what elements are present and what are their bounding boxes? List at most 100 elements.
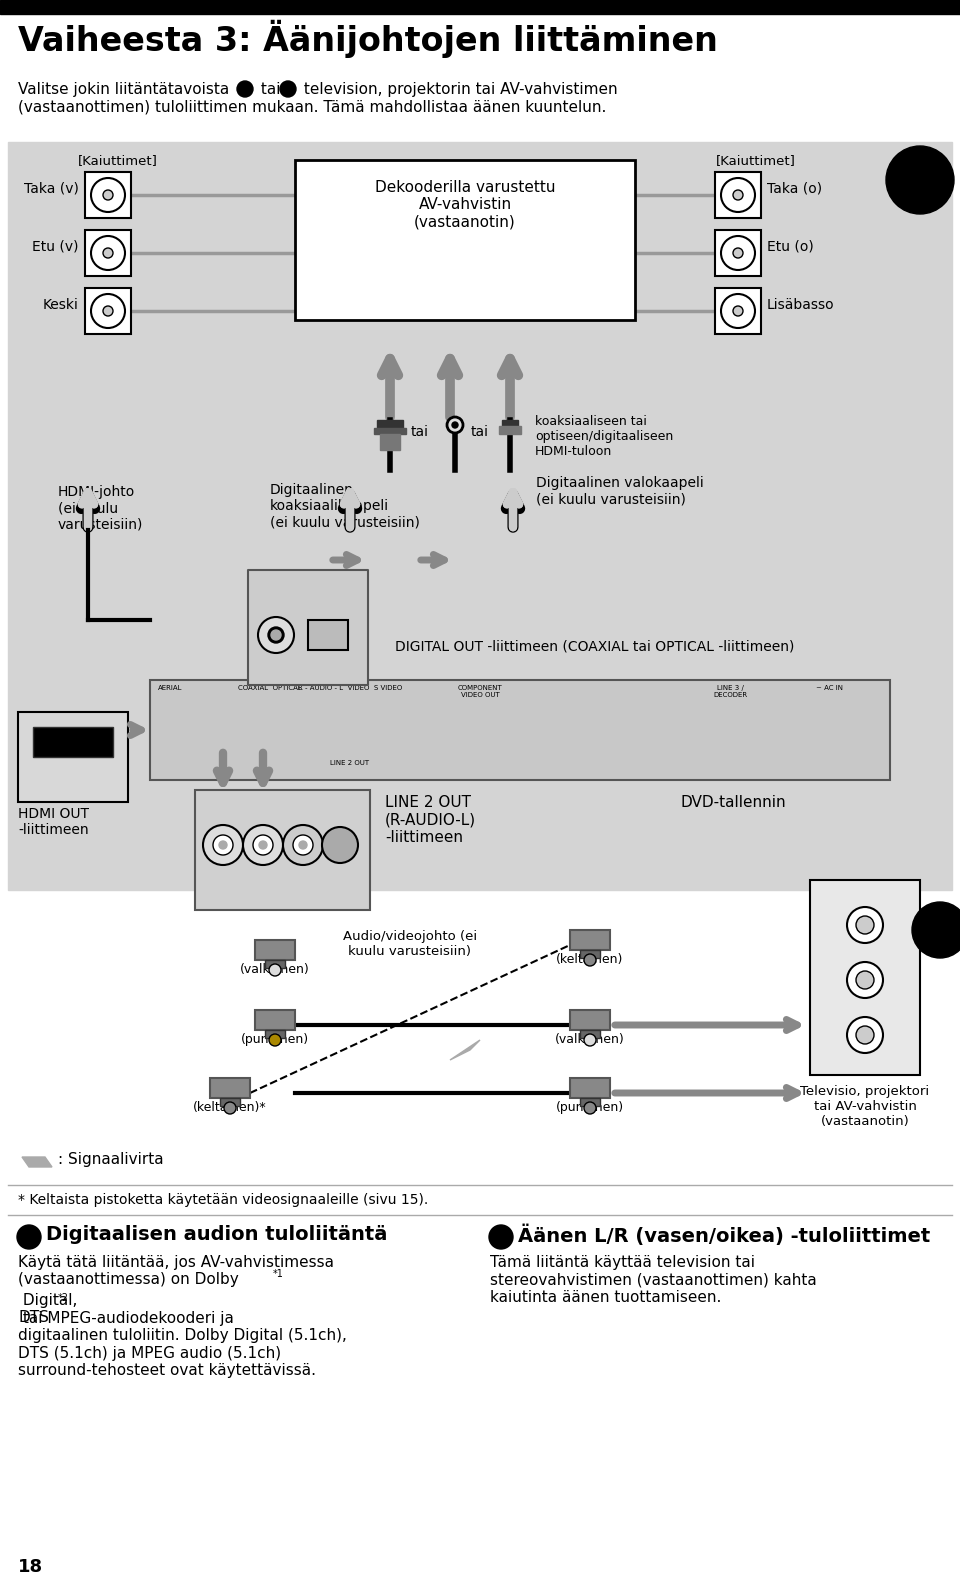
Text: : Signaalivirta: : Signaalivirta	[58, 1152, 163, 1168]
Circle shape	[283, 824, 323, 865]
Circle shape	[268, 626, 284, 642]
Circle shape	[224, 1103, 236, 1114]
Text: Etu (o): Etu (o)	[767, 240, 814, 255]
Bar	[248, 570, 368, 685]
Text: television, projektorin tai AV-vahvistimen: television, projektorin tai AV-vahvistim…	[299, 82, 617, 97]
Bar	[8, 142, 952, 891]
Text: Digitaalinen valokaapeli
(ei kuulu varusteisiin): Digitaalinen valokaapeli (ei kuulu varus…	[536, 476, 704, 506]
Circle shape	[733, 305, 743, 316]
Text: -AUDIO: -AUDIO	[885, 975, 920, 986]
Bar	[715, 229, 761, 275]
Text: R: R	[834, 1024, 843, 1036]
Bar	[150, 680, 890, 780]
Circle shape	[299, 842, 307, 850]
Bar	[220, 1098, 240, 1106]
Circle shape	[721, 294, 755, 327]
Text: HDMI-johto
(ei kuulu
varusteisiin): HDMI-johto (ei kuulu varusteisiin)	[58, 486, 143, 532]
Circle shape	[856, 971, 874, 989]
Bar	[85, 229, 131, 275]
Circle shape	[243, 824, 283, 865]
Circle shape	[259, 842, 267, 850]
Bar	[570, 1009, 610, 1030]
Bar	[33, 728, 113, 758]
Circle shape	[856, 1027, 874, 1044]
Circle shape	[258, 617, 294, 653]
Circle shape	[322, 827, 358, 864]
Text: [Kaiuttimet]: [Kaiuttimet]	[78, 153, 158, 168]
Text: OPTICAL: OPTICAL	[313, 660, 343, 666]
Text: R - AUDIO - L  VIDEO  S VIDEO: R - AUDIO - L VIDEO S VIDEO	[298, 685, 402, 691]
Circle shape	[447, 418, 463, 433]
Bar	[377, 419, 403, 430]
Text: (keltainen): (keltainen)	[556, 952, 624, 967]
Text: (punainen): (punainen)	[241, 1033, 309, 1046]
Text: (keltainen)*: (keltainen)*	[193, 1101, 267, 1114]
Circle shape	[847, 1017, 883, 1054]
Text: (valkoinen): (valkoinen)	[555, 1033, 625, 1046]
Text: B: B	[928, 911, 951, 941]
Circle shape	[91, 236, 125, 271]
Text: VIDEO: VIDEO	[887, 913, 926, 927]
Circle shape	[856, 916, 874, 933]
Circle shape	[721, 236, 755, 271]
Bar	[255, 1009, 295, 1030]
Text: L: L	[836, 968, 843, 981]
Circle shape	[452, 422, 458, 429]
Text: COAXIAL: COAXIAL	[261, 660, 291, 666]
Text: LINE 2 OUT: LINE 2 OUT	[261, 895, 303, 903]
Bar	[715, 288, 761, 334]
Bar	[502, 419, 518, 430]
Text: *1: *1	[273, 1269, 284, 1278]
Text: Televisio, projektori
tai AV-vahvistin
(vastaanotin): Televisio, projektori tai AV-vahvistin (…	[801, 1085, 929, 1128]
Text: 18: 18	[18, 1558, 43, 1576]
Text: DVD-tallennin: DVD-tallennin	[680, 796, 785, 810]
Bar	[499, 426, 521, 433]
Text: (vastaanottimen) tuloliittimen mukaan. Tämä mahdollistaa äänen kuuntelun.: (vastaanottimen) tuloliittimen mukaan. T…	[18, 100, 607, 115]
Polygon shape	[22, 1156, 52, 1168]
Bar	[265, 1030, 285, 1038]
Circle shape	[733, 190, 743, 199]
Circle shape	[733, 248, 743, 258]
Text: Keski: Keski	[43, 297, 79, 312]
Text: LINE 2 OUT: LINE 2 OUT	[330, 759, 370, 766]
Bar	[374, 429, 406, 433]
Text: tai: tai	[411, 426, 429, 438]
Text: A: A	[241, 84, 249, 93]
Bar	[18, 712, 128, 802]
Circle shape	[912, 902, 960, 959]
Circle shape	[269, 963, 281, 976]
Bar	[85, 288, 131, 334]
Circle shape	[203, 824, 243, 865]
Text: HDMI OUT: HDMI OUT	[52, 732, 94, 740]
Bar	[380, 433, 400, 449]
Text: LINE 2 OUT
(R-AUDIO-L)
-liittimeen: LINE 2 OUT (R-AUDIO-L) -liittimeen	[385, 796, 476, 845]
Text: AERIAL: AERIAL	[157, 685, 182, 691]
Text: Vaiheesta 3: Äänijohtojen liittäminen: Vaiheesta 3: Äänijohtojen liittäminen	[18, 21, 718, 59]
Circle shape	[721, 179, 755, 212]
Bar	[580, 1030, 600, 1038]
Circle shape	[269, 1035, 281, 1046]
Text: LINE 3 /
DECODER: LINE 3 / DECODER	[713, 685, 747, 698]
Text: [Kaiuttimet]: [Kaiuttimet]	[716, 153, 796, 168]
Text: INPUT: INPUT	[847, 884, 884, 899]
Circle shape	[847, 962, 883, 998]
Text: Audio/videojohto (ei
kuulu varusteisiin): Audio/videojohto (ei kuulu varusteisiin)	[343, 930, 477, 959]
Circle shape	[103, 305, 113, 316]
Text: Dekooderilla varustettu
AV-vahvistin
(vastaanotin): Dekooderilla varustettu AV-vahvistin (va…	[374, 180, 555, 229]
Text: Käytä tätä liitäntää, jos AV-vahvistimessa
(vastaanottimessa) on Dolby: Käytä tätä liitäntää, jos AV-vahvistimes…	[18, 1255, 334, 1288]
Bar	[570, 1077, 610, 1098]
Circle shape	[103, 190, 113, 199]
Bar	[0, 0, 960, 14]
Circle shape	[103, 248, 113, 258]
Text: Etu (v): Etu (v)	[33, 240, 79, 255]
Text: COMPONENT
VIDEO OUT: COMPONENT VIDEO OUT	[458, 685, 502, 698]
Circle shape	[91, 294, 125, 327]
Text: Digitaalinen
koaksiaalikaapeli
(ei kuulu varusteisiin): Digitaalinen koaksiaalikaapeli (ei kuulu…	[270, 483, 420, 530]
Circle shape	[886, 146, 954, 214]
Circle shape	[271, 630, 281, 641]
Text: DIGITAL OUT: DIGITAL OUT	[280, 574, 335, 584]
Circle shape	[847, 906, 883, 943]
Bar	[570, 930, 610, 951]
Bar	[265, 960, 285, 968]
Bar	[580, 951, 600, 959]
